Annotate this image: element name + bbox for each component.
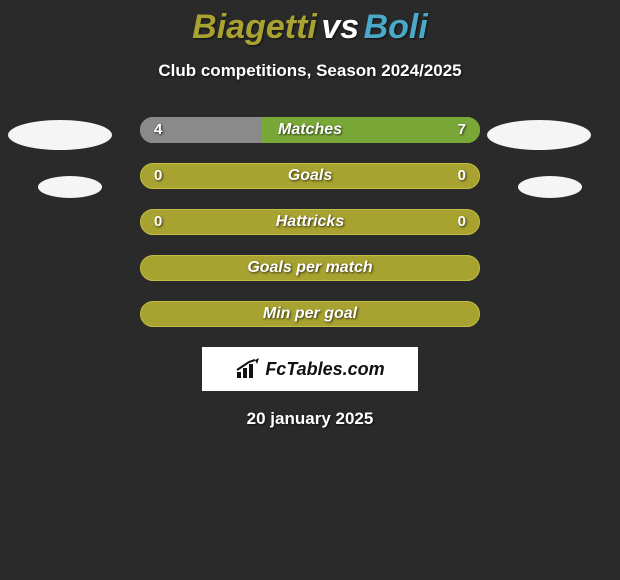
stat-label: Goals per match	[140, 255, 480, 281]
date-text: 20 january 2025	[0, 409, 620, 429]
stat-row: 00Hattricks	[140, 209, 480, 235]
page-title: Biagetti vs Boli	[0, 0, 620, 47]
title-vs: vs	[321, 8, 359, 46]
chart-icon	[235, 358, 261, 380]
stat-label: Hattricks	[140, 209, 480, 235]
stat-label: Matches	[140, 117, 480, 143]
stat-row: 00Goals	[140, 163, 480, 189]
stat-row: 47Matches	[140, 117, 480, 143]
stat-row: Goals per match	[140, 255, 480, 281]
logo-text: FcTables.com	[265, 359, 384, 380]
stat-row: Min per goal	[140, 301, 480, 327]
logo-box: FcTables.com	[202, 347, 418, 391]
title-player2: Boli	[364, 8, 428, 46]
title-player1: Biagetti	[192, 8, 317, 46]
subtitle: Club competitions, Season 2024/2025	[0, 61, 620, 81]
stat-label: Min per goal	[140, 301, 480, 327]
stats-container: 47Matches 00Goals 00Hattricks Goals per mat…	[0, 117, 620, 327]
stat-label: Goals	[140, 163, 480, 189]
